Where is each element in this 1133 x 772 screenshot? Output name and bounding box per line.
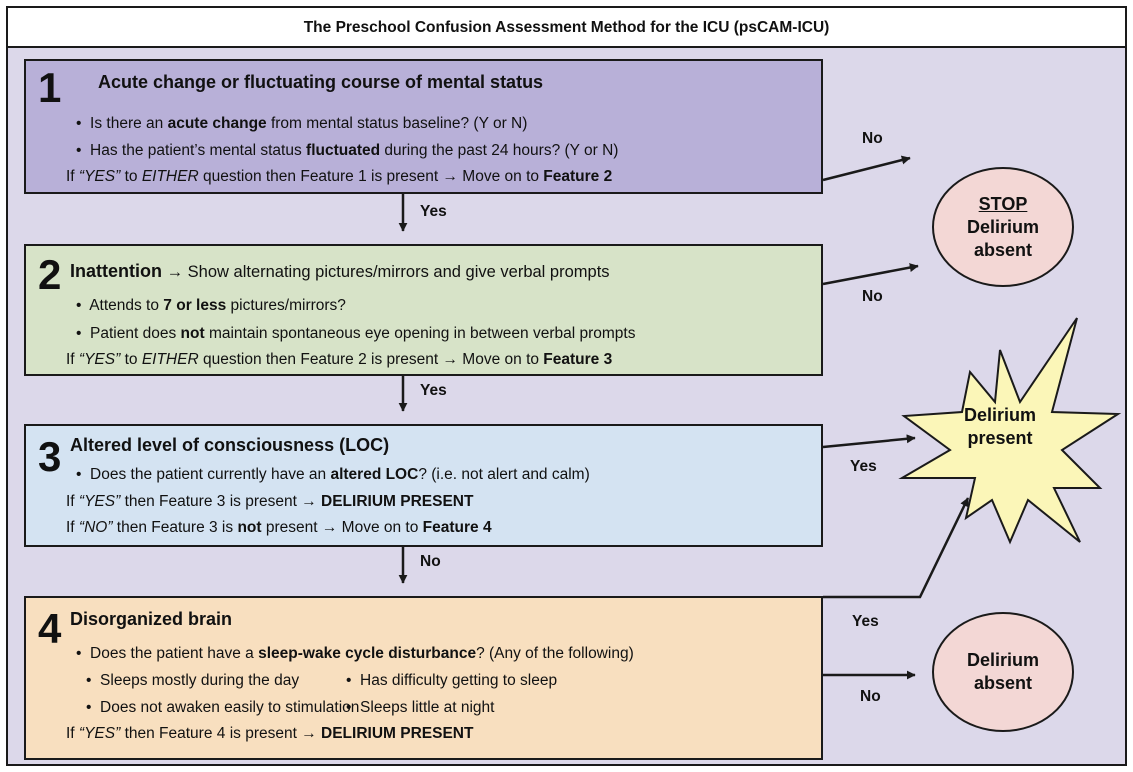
feature-3-rule-yes: If “YES” then Feature 3 is present → DEL… <box>66 493 474 510</box>
yes-label-feature-3: Yes <box>850 458 877 475</box>
stop-absent-line-1: Delirium <box>966 216 1040 237</box>
absent-line-2: absent <box>973 673 1033 693</box>
delirium-present-starburst <box>898 317 1122 545</box>
feature-1-question-1: • Is there an acute change from mental s… <box>76 115 528 132</box>
arrow-4-to-present <box>823 497 970 599</box>
no-label-3-4: No <box>420 553 441 570</box>
feature-3-rule-no: If “NO” then Feature 3 is not present → … <box>66 519 492 536</box>
yes-label-2-3: Yes <box>420 382 447 399</box>
no-label-feature-2: No <box>862 288 883 305</box>
feature-1-rule: If “YES” to EITHER question then Feature… <box>66 168 613 185</box>
stop-absent-line-2: absent <box>973 239 1033 260</box>
feature-4-sub-1: • Sleeps mostly during the day <box>86 672 300 689</box>
no-label-feature-1: No <box>862 130 883 147</box>
yes-label-1-2: Yes <box>420 203 447 220</box>
stop-label: STOP <box>978 193 1028 214</box>
delirium-absent-oval: Delirium absent <box>932 612 1074 732</box>
feature-4-heading: Disorganized brain <box>70 609 233 629</box>
yes-label-feature-4: Yes <box>852 613 879 630</box>
diagram-frame: The Preschool Confusion Assessment Metho… <box>6 6 1127 766</box>
delirium-present-label: Delirium present <box>963 405 1037 448</box>
feature-4-sub-3: • Does not awaken easily to stimulation <box>86 699 360 716</box>
feature-4-rule: If “YES” then Feature 4 is present → DEL… <box>66 725 474 742</box>
feature-1-heading: Acute change or fluctuating course of me… <box>98 72 544 92</box>
feature-4-sub-4: • Sleeps little at night <box>346 699 495 716</box>
feature-3-number: 3 <box>38 433 62 480</box>
arrow-3-to-present <box>822 434 916 449</box>
feature-2-rule: If “YES” to EITHER question then Feature… <box>66 351 613 368</box>
feature-3-heading: Altered level of consciousness (LOC) <box>70 435 390 455</box>
feature-4-box: 4 Disorganized brain • Does the patient … <box>24 596 823 760</box>
feature-3-question-1: • Does the patient currently have an alt… <box>76 466 590 483</box>
absent-line-1: Delirium <box>966 650 1040 670</box>
feature-4-number: 4 <box>38 605 62 652</box>
arrow-2-to-stop <box>822 263 919 286</box>
feature-2-question-2: • Patient does not maintain spontaneous … <box>76 325 636 342</box>
feature-4-sub-2: • Has difficulty getting to sleep <box>346 672 558 689</box>
arrow-1-to-stop <box>822 155 911 182</box>
stop-delirium-absent-oval: STOP Delirium absent <box>932 167 1074 287</box>
feature-1-box: 1 Acute change or fluctuating course of … <box>24 59 823 194</box>
feature-1-question-2: • Has the patient’s mental status fluctu… <box>76 142 619 159</box>
diagram-title: The Preschool Confusion Assessment Metho… <box>8 8 1125 48</box>
feature-4-question-1: • Does the patient have a sleep-wake cyc… <box>76 645 634 662</box>
feature-3-box: 3 Altered level of consciousness (LOC) •… <box>24 424 823 547</box>
feature-2-number: 2 <box>38 251 62 298</box>
feature-2-box: 2 Inattention → Show alternating picture… <box>24 244 823 376</box>
feature-2-heading: Inattention → Show alternating pictures/… <box>70 261 610 282</box>
feature-1-number: 1 <box>38 64 62 111</box>
feature-2-question-1: • Attends to 7 or less pictures/mirrors? <box>76 297 346 314</box>
no-label-feature-4: No <box>860 688 881 705</box>
